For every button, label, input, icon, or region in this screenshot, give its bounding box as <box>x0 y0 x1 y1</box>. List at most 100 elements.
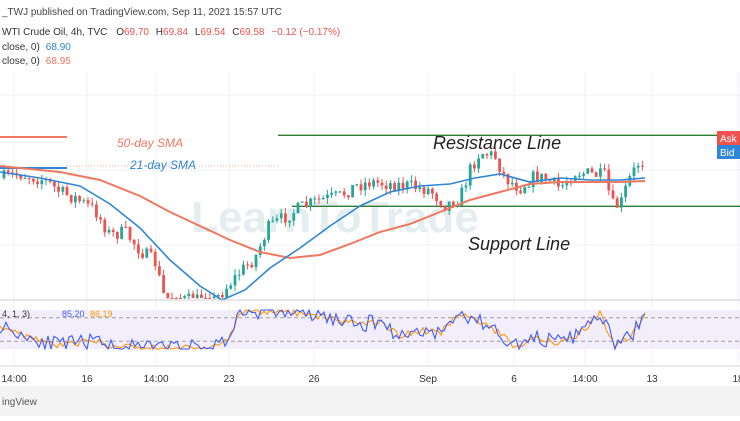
candle-body <box>27 178 31 180</box>
candle-body <box>393 183 396 192</box>
sma50-line[interactable] <box>0 165 646 260</box>
candles <box>2 146 644 299</box>
candle-body <box>174 298 178 299</box>
candle-body <box>275 218 279 221</box>
candle-body <box>107 229 111 233</box>
candle-body <box>11 172 14 174</box>
candle-body <box>271 220 275 222</box>
candle-body <box>363 182 367 191</box>
candle-body <box>250 264 254 268</box>
candle-body <box>6 170 10 173</box>
candle-body <box>128 227 132 240</box>
candle-body <box>347 195 350 198</box>
ohlc-legend[interactable]: WTI Crude Oil, 4h, TVC O69.70 H69.84 L69… <box>2 27 340 38</box>
oscillator-k-line <box>0 308 646 351</box>
x-tick-label: 6 <box>511 374 517 385</box>
candle-body <box>510 182 514 185</box>
sma21-line[interactable] <box>0 171 646 301</box>
candle-body <box>216 294 220 297</box>
candle-body <box>498 158 501 172</box>
x-tick-label: Sep <box>419 374 437 385</box>
candle-body <box>258 246 262 255</box>
oscillator-k-value: 85.20 <box>62 309 85 319</box>
candle-body <box>141 253 144 258</box>
candle-body <box>401 182 405 189</box>
candle-body <box>300 201 304 203</box>
candle-body <box>384 185 388 190</box>
oscillator-d-value: 86.19 <box>90 309 113 319</box>
sma21-label: 21-day SMA <box>129 158 196 172</box>
candle-body <box>279 213 283 219</box>
candle-body <box>620 197 623 208</box>
candle-body <box>208 298 212 299</box>
candle-body <box>624 185 627 198</box>
candle-body <box>502 171 506 175</box>
candle-body <box>586 168 590 174</box>
publisher-line: _TWJ published on TradingView.com, Sep 1… <box>1 7 282 18</box>
candle-body <box>237 274 241 276</box>
support-label: Support Line <box>468 234 570 254</box>
candle-body <box>187 293 191 297</box>
candle-body <box>57 186 60 192</box>
candle-body <box>338 191 342 193</box>
oscillator-pane[interactable]: 4, 1, 3) 85.20 86.19 <box>0 308 740 351</box>
candle-body <box>254 254 258 268</box>
candle-body <box>267 220 270 240</box>
sma1-legend: close, 0) 68.90 <box>2 42 71 53</box>
candle-body <box>292 213 296 221</box>
candle-body <box>477 158 480 169</box>
candle-body <box>74 196 77 203</box>
candle-body <box>351 185 354 198</box>
candle-body <box>615 198 619 208</box>
candle-body <box>523 187 527 194</box>
candle-body <box>418 187 422 190</box>
candle-body <box>65 186 69 195</box>
x-tick-label: 14:00 <box>1 374 26 385</box>
candle-body <box>330 192 333 195</box>
candle-body <box>191 293 195 298</box>
candle-body <box>36 181 39 185</box>
candle-body <box>263 239 266 247</box>
bid-tag[interactable]: Bid <box>717 145 740 159</box>
candle-body <box>69 194 73 203</box>
candle-body <box>137 244 140 254</box>
candle-body <box>103 219 107 233</box>
resistance-label: Resistance Line <box>433 133 561 153</box>
ask-tag[interactable]: Ask <box>717 131 740 145</box>
candle-body <box>540 173 543 182</box>
candle-body <box>632 167 636 177</box>
candle-body <box>443 206 447 211</box>
candle-body <box>246 264 249 266</box>
candle-body <box>414 180 417 190</box>
candle-body <box>53 181 56 187</box>
x-tick-label: 14:00 <box>143 374 168 385</box>
candle-body <box>158 266 161 276</box>
candle-body <box>565 182 569 186</box>
candle-body <box>111 229 115 232</box>
candle-body <box>212 296 216 298</box>
ask-tag-label: Ask <box>720 134 738 145</box>
x-tick-label: 18 <box>732 374 740 385</box>
candle-body <box>594 172 598 177</box>
candle-body <box>439 201 443 207</box>
candle-body <box>359 184 363 191</box>
candle-body <box>460 187 464 206</box>
candle-body <box>531 171 535 188</box>
candle-body <box>321 197 325 200</box>
candle-body <box>200 294 203 298</box>
candle-body <box>288 220 291 223</box>
candle-body <box>468 164 472 186</box>
candle-body <box>582 173 585 176</box>
candle-body <box>229 285 233 289</box>
candle-body <box>61 186 65 192</box>
time-axis[interactable]: 14:00 16 14:00 23 26 Sep 6 14:00 13 18 <box>1 374 740 385</box>
candle-body <box>149 248 153 252</box>
candle-body <box>179 298 182 299</box>
sma2-legend: close, 0) 68.95 <box>2 56 71 67</box>
candle-body <box>183 296 186 298</box>
x-tick-label: 14:00 <box>572 374 597 385</box>
x-tick-label: 26 <box>308 374 320 385</box>
candle-body <box>296 202 300 214</box>
